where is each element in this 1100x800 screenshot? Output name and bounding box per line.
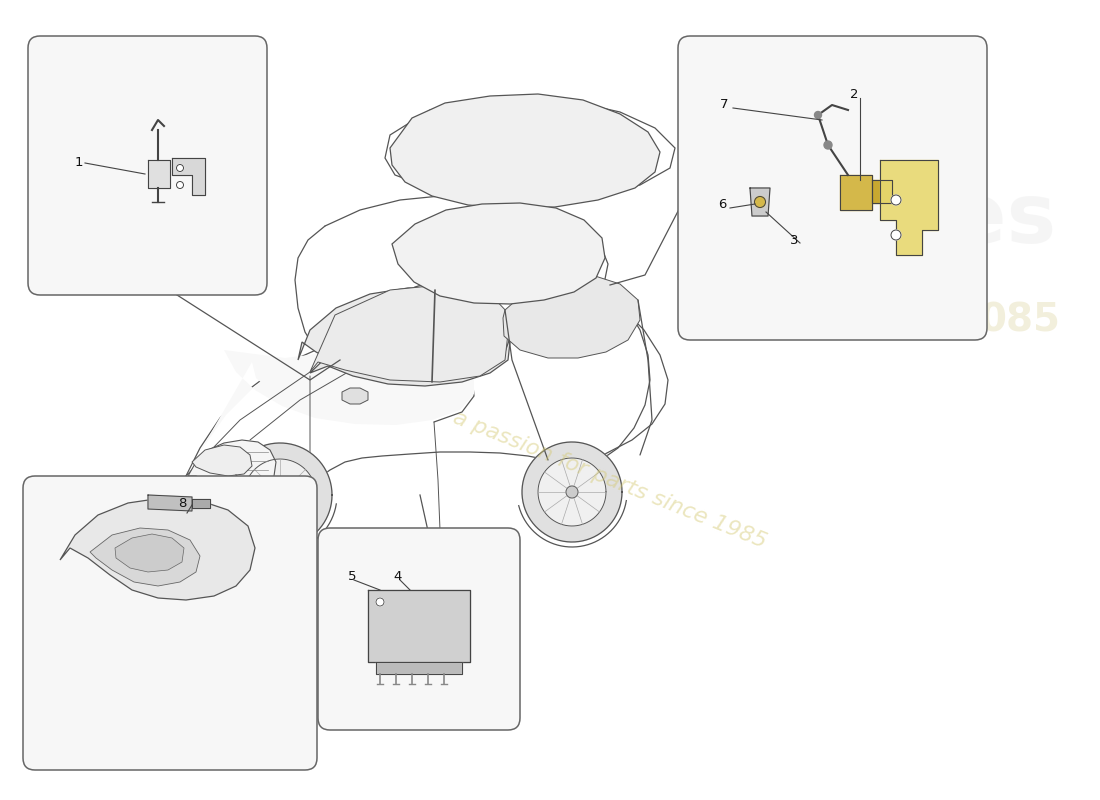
FancyBboxPatch shape	[23, 476, 317, 770]
Polygon shape	[385, 98, 675, 198]
Text: a passion for parts since 1985: a passion for parts since 1985	[450, 408, 770, 552]
Polygon shape	[244, 459, 316, 531]
Text: 3: 3	[790, 234, 799, 246]
Polygon shape	[342, 388, 369, 404]
Polygon shape	[376, 662, 462, 674]
Text: 8: 8	[178, 497, 186, 510]
Polygon shape	[188, 440, 276, 490]
Text: 1: 1	[75, 155, 84, 169]
Text: spares: spares	[744, 179, 1057, 261]
Polygon shape	[840, 175, 872, 210]
Text: 6: 6	[718, 198, 726, 211]
Circle shape	[891, 195, 901, 205]
Polygon shape	[368, 590, 470, 662]
Polygon shape	[538, 458, 606, 526]
Polygon shape	[872, 180, 892, 203]
Circle shape	[824, 141, 832, 149]
Circle shape	[891, 230, 901, 240]
Polygon shape	[148, 495, 192, 511]
FancyBboxPatch shape	[28, 36, 267, 295]
Polygon shape	[880, 160, 938, 255]
Circle shape	[755, 197, 766, 207]
Circle shape	[274, 489, 286, 501]
Polygon shape	[310, 285, 510, 382]
Polygon shape	[60, 498, 255, 600]
Polygon shape	[298, 288, 512, 378]
Polygon shape	[172, 158, 205, 195]
Circle shape	[176, 165, 184, 171]
FancyBboxPatch shape	[318, 528, 520, 730]
Polygon shape	[522, 442, 622, 542]
Circle shape	[376, 598, 384, 606]
Polygon shape	[192, 499, 210, 508]
Text: 2: 2	[850, 89, 858, 102]
Polygon shape	[185, 324, 675, 524]
Polygon shape	[392, 203, 605, 304]
Text: 7: 7	[720, 98, 728, 111]
Polygon shape	[503, 276, 640, 358]
Polygon shape	[90, 528, 200, 586]
Polygon shape	[186, 342, 474, 476]
Circle shape	[814, 111, 822, 118]
Circle shape	[176, 182, 184, 189]
Text: 5: 5	[348, 570, 356, 582]
Polygon shape	[192, 445, 252, 476]
Polygon shape	[310, 315, 510, 386]
FancyBboxPatch shape	[678, 36, 987, 340]
Circle shape	[566, 486, 578, 498]
Polygon shape	[148, 160, 170, 188]
Text: 4: 4	[393, 570, 402, 582]
Text: 085: 085	[979, 301, 1060, 339]
Polygon shape	[228, 443, 332, 547]
Polygon shape	[390, 94, 660, 208]
Polygon shape	[750, 188, 770, 216]
Polygon shape	[116, 534, 184, 572]
